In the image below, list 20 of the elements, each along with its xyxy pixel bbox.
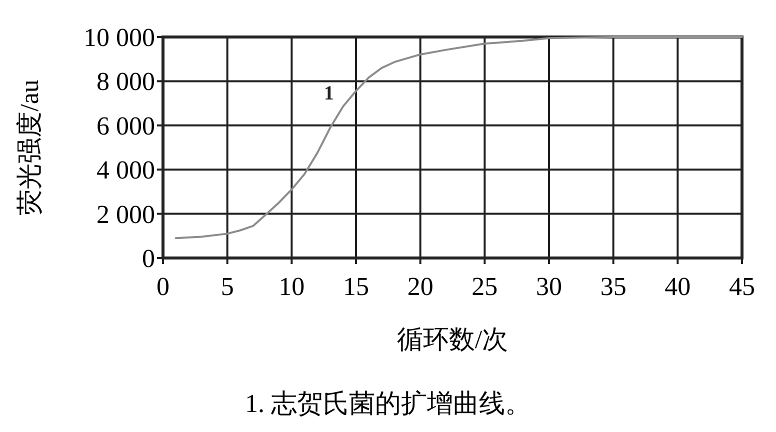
x-tick-label: 10 (278, 272, 305, 301)
x-tick-label: 20 (407, 272, 434, 301)
y-tick-label: 2 000 (96, 200, 155, 229)
y-tick-label: 10 000 (84, 23, 155, 52)
x-tick-label: 30 (536, 272, 562, 301)
y-tick-label: 8 000 (96, 67, 155, 96)
line-series (174, 36, 743, 240)
x-tick-label: 5 (220, 272, 234, 301)
x-tick-label: 15 (343, 272, 369, 301)
x-tick-label: 25 (472, 272, 498, 301)
x-tick-label: 35 (600, 272, 626, 301)
x-tick-label: 40 (664, 272, 691, 301)
x-tick-label: 45 (729, 272, 755, 301)
y-tick-label: 4 000 (96, 156, 155, 185)
text: 1. 志贺氏菌的扩增曲线。 (245, 389, 531, 418)
x-axis-title: 循环数/次 (396, 325, 508, 354)
y-axis-title: 荧光强度/au (15, 80, 44, 216)
series-label: 1 (324, 82, 334, 104)
y-tick-label: 0 (142, 244, 155, 273)
y-tick-label: 6 000 (96, 111, 155, 140)
